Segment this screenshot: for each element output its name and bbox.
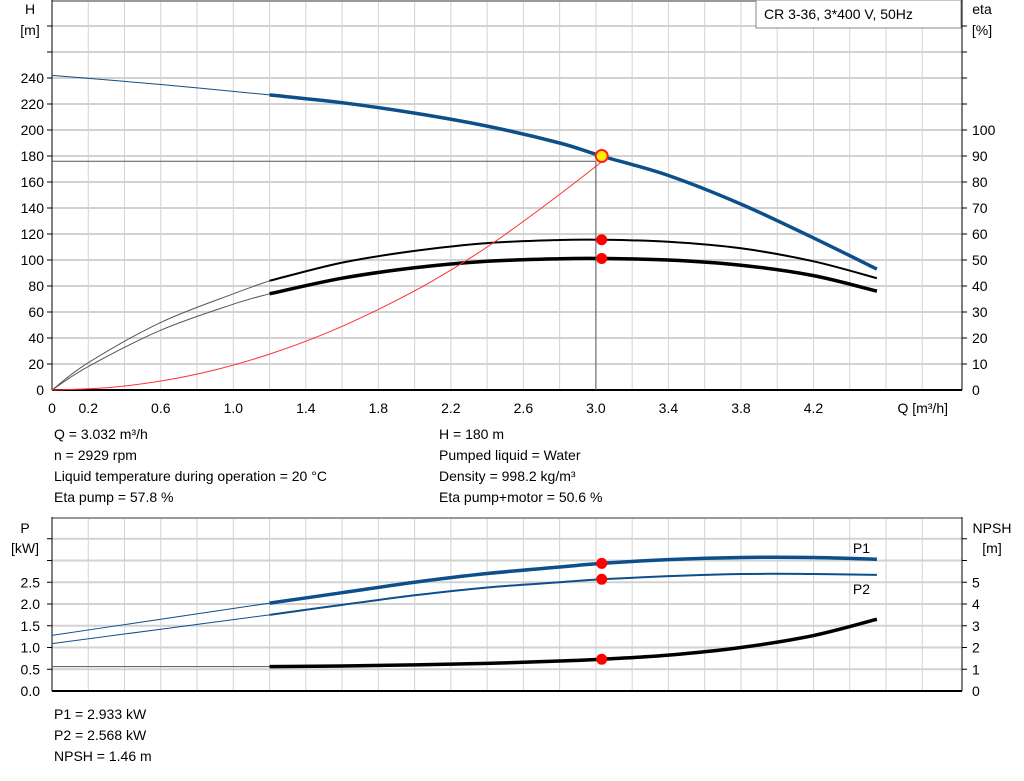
y-axis-unit-left: [kW] [11, 540, 39, 556]
y-tick-label-right: 40 [972, 278, 988, 294]
info-flow: Q = 3.032 m³/h [54, 426, 148, 442]
y-tick-label-left: 1.0 [21, 640, 41, 656]
y-tick-label-left: 100 [21, 252, 45, 268]
x-tick-label: 1.4 [296, 400, 316, 416]
x-tick-label: 2.6 [514, 400, 534, 416]
series-label-p1: P1 [853, 540, 870, 556]
y-axis-unit-right: [%] [972, 22, 992, 38]
x-tick-label: 2.2 [441, 400, 461, 416]
operating-point-head [594, 149, 609, 163]
y-tick-label-right: 3 [972, 618, 980, 634]
series-p1 [269, 555, 877, 605]
info-p1: P1 = 2.933 kW [54, 706, 147, 722]
y-tick-label-left: 40 [28, 330, 44, 346]
series-eta-pump-extrapolated [51, 280, 270, 391]
info-top-left: Q = 3.032 m³/h n = 2929 rpm Liquid tempe… [54, 424, 327, 508]
series-h [269, 93, 878, 271]
operating-point-npsh [596, 653, 608, 665]
info-temperature: Liquid temperature during operation = 20… [54, 468, 327, 484]
series-h-extrapolated [51, 74, 270, 96]
y-tick-label-right: 4 [972, 596, 980, 612]
info-top-right: H = 180 m Pumped liquid = Water Density … [439, 424, 602, 508]
y-tick-label-right: 50 [972, 252, 988, 268]
y-tick-label-right: 80 [972, 174, 988, 190]
series-p2-extrapolated [51, 614, 270, 645]
y-axis-title-left: P [20, 520, 29, 536]
info-eta-pump-motor: Eta pump+motor = 50.6 % [439, 489, 603, 505]
info-density: Density = 998.2 kg/m³ [439, 468, 576, 484]
x-tick-label: 1.8 [369, 400, 389, 416]
y-axis-title-left: H [25, 1, 35, 17]
y-axis-title-right: NPSH [973, 520, 1012, 536]
x-tick-label: 3.0 [586, 400, 606, 416]
x-tick-label: 3.4 [659, 400, 679, 416]
x-tick-label: 0.6 [151, 400, 171, 416]
y-tick-label-left: 160 [21, 174, 45, 190]
x-tick-label: 0.2 [79, 400, 99, 416]
y-tick-label-right: 1 [972, 661, 980, 677]
series-npsh [269, 617, 878, 669]
y-axis-title-right: eta [972, 1, 992, 17]
x-tick-label: 1.0 [224, 400, 244, 416]
y-tick-label-right: 90 [972, 148, 988, 164]
operating-point-p1 [596, 557, 608, 569]
info-liquid: Pumped liquid = Water [439, 447, 581, 463]
info-p2: P2 = 2.568 kW [54, 727, 147, 743]
y-tick-label-left: 0.0 [21, 683, 41, 699]
legend-box [755, 0, 962, 29]
y-tick-label-right: 0 [972, 683, 980, 699]
y-tick-label-left: 0.5 [21, 661, 41, 677]
y-tick-label-left: 220 [21, 96, 45, 112]
y-tick-label-left: 60 [28, 304, 44, 320]
y-tick-label-right: 70 [972, 200, 988, 216]
operating-point-eta-pump-motor [596, 252, 608, 264]
x-tick-label: 4.2 [804, 400, 824, 416]
series-p2 [269, 572, 877, 616]
x-tick-label: 0 [48, 400, 56, 416]
info-head: H = 180 m [439, 426, 504, 442]
y-tick-label-left: 140 [21, 200, 45, 216]
y-tick-label-right: 0 [972, 382, 980, 398]
y-tick-label-left: 2.0 [21, 596, 41, 612]
y-tick-label-left: 2.5 [21, 574, 41, 590]
series-p1-extrapolated [51, 602, 270, 636]
y-tick-label-left: 80 [28, 278, 44, 294]
y-tick-label-left: 1.5 [21, 618, 41, 634]
operating-point-p2 [596, 573, 608, 585]
info-bottom: P1 = 2.933 kW P2 = 2.568 kW NPSH = 1.46 … [54, 704, 152, 767]
y-tick-label-right: 100 [972, 122, 996, 138]
info-speed: n = 2929 rpm [54, 447, 137, 463]
y-tick-label-left: 180 [21, 148, 45, 164]
x-axis-title: Q [m³/h] [897, 400, 948, 416]
y-axis-unit-right: [m] [982, 540, 1001, 556]
y-tick-label-right: 5 [972, 574, 980, 590]
y-tick-label-right: 20 [972, 330, 988, 346]
y-tick-label-left: 20 [28, 356, 44, 372]
series-system [51, 160, 603, 391]
y-tick-label-left: 120 [21, 226, 45, 242]
y-tick-label-right: 10 [972, 356, 988, 372]
y-axis-unit-left: [m] [20, 22, 39, 38]
legend-box-label: CR 3-36, 3*400 V, 50Hz [764, 6, 913, 22]
series-eta-pump-motor-extrapolated [51, 293, 270, 391]
y-tick-label-right: 2 [972, 640, 980, 656]
series-eta-pump [269, 238, 878, 282]
operating-point-eta-pump [596, 234, 608, 246]
y-tick-label-right: 30 [972, 304, 988, 320]
y-tick-label-left: 0 [36, 382, 44, 398]
info-eta-pump: Eta pump = 57.8 % [54, 489, 174, 505]
y-tick-label-left: 200 [21, 122, 45, 138]
y-tick-label-right: 60 [972, 226, 988, 242]
x-tick-label: 3.8 [731, 400, 751, 416]
series-label-p2: P2 [853, 581, 870, 597]
info-npsh: NPSH = 1.46 m [54, 748, 152, 764]
series-eta-pump-motor [269, 256, 878, 296]
y-tick-label-left: 240 [21, 70, 45, 86]
